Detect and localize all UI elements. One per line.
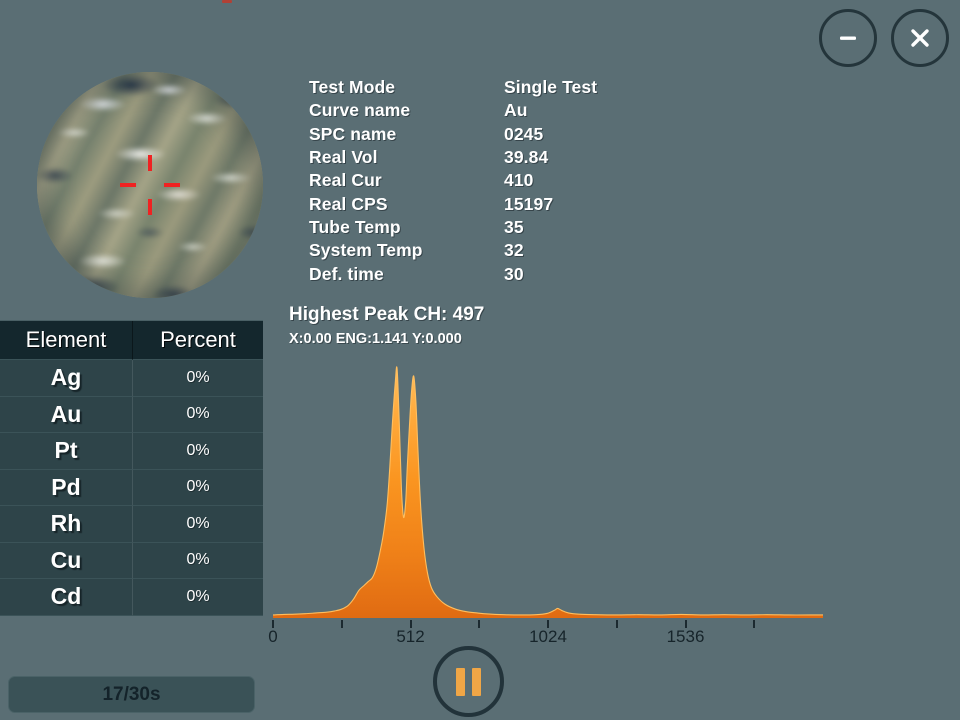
info-value-spc-name: 0245: [504, 123, 544, 144]
cell-element: Cu: [0, 542, 133, 579]
camera-image: [37, 72, 263, 298]
info-label-tube-temp: Tube Temp: [309, 216, 401, 237]
info-label-real-cps: Real CPS: [309, 193, 388, 214]
info-label-real-vol: Real Vol: [309, 147, 378, 168]
window-controls: [819, 9, 949, 67]
cell-element: Pt: [0, 433, 133, 470]
cell-percent: 0%: [133, 433, 263, 470]
pause-icon-bar-left: [456, 667, 465, 696]
info-value-def-time: 30: [504, 263, 524, 284]
column-header-element: Element: [0, 321, 133, 360]
info-row: SPC name 0245: [309, 123, 639, 146]
table-row[interactable]: Ag 0%: [0, 360, 263, 397]
cell-element: Cd: [0, 579, 133, 616]
info-label-test-mode: Test Mode: [309, 77, 396, 98]
cell-percent: 0%: [133, 360, 263, 397]
x-axis-label: 512: [396, 627, 425, 646]
cell-element: Rh: [0, 506, 133, 543]
clipped-top-marker: [222, 0, 232, 3]
cell-percent: 0%: [133, 469, 263, 506]
highest-peak-label: Highest Peak CH: 497: [289, 304, 485, 325]
table-row[interactable]: Pt 0%: [0, 433, 263, 470]
info-value-system-temp: 32: [504, 240, 524, 261]
info-value-real-cps: 15197: [504, 193, 554, 214]
x-axis-tick: [753, 620, 756, 628]
test-timer-button[interactable]: 17/30s: [8, 676, 255, 713]
info-label-curve-name: Curve name: [309, 100, 411, 121]
info-value-real-cur: 410: [504, 170, 534, 191]
info-label-system-temp: System Temp: [309, 240, 423, 261]
measurement-info-panel: Test Mode Single Test Curve name Au SPC …: [309, 76, 639, 286]
table-row[interactable]: Cd 0%: [0, 579, 263, 616]
table-body: Ag 0% Au 0% Pt 0% Pd 0% Rh 0% Cu 0%: [0, 360, 263, 616]
x-axis-label: 0: [268, 627, 278, 646]
table-row[interactable]: Pd 0%: [0, 469, 263, 506]
info-row: Real Vol 39.84: [309, 146, 639, 169]
camera-vignette: [37, 72, 263, 298]
info-value-curve-name: Au: [504, 100, 528, 121]
info-row: Tube Temp 35: [309, 216, 639, 239]
cell-element: Ag: [0, 360, 133, 397]
info-row: Test Mode Single Test: [309, 76, 639, 99]
table-row[interactable]: Cu 0%: [0, 542, 263, 579]
x-axis-tick: [478, 620, 481, 628]
close-button[interactable]: [891, 9, 949, 67]
cursor-readout-label: X:0.00 ENG:1.141 Y:0.000: [289, 331, 462, 347]
x-axis-tick: [684, 620, 687, 628]
table-header-row: Element Percent: [0, 321, 263, 360]
x-axis-label: 1536: [666, 627, 705, 646]
info-label-real-cur: Real Cur: [309, 170, 382, 191]
pause-button[interactable]: [433, 646, 504, 717]
element-results-table: Element Percent Ag 0% Au 0% Pt 0% Pd 0% …: [0, 320, 263, 616]
minimize-button[interactable]: [819, 9, 877, 67]
info-row: Real Cur 410: [309, 169, 639, 192]
x-axis-tick: [547, 620, 549, 628]
info-label-def-time: Def. time: [309, 263, 384, 284]
table-row[interactable]: Rh 0%: [0, 506, 263, 543]
test-timer-label: 17/30s: [102, 683, 161, 705]
info-row: System Temp 32: [309, 239, 639, 262]
info-value-tube-temp: 35: [504, 216, 524, 237]
info-row: Def. time 30: [309, 262, 639, 285]
info-value-test-mode: Single Test: [504, 77, 598, 98]
info-label-spc-name: SPC name: [309, 123, 397, 144]
x-axis-tick: [409, 620, 412, 628]
cell-percent: 0%: [133, 579, 263, 616]
x-axis-tick: [272, 620, 274, 628]
cell-percent: 0%: [133, 396, 263, 433]
info-value-real-vol: 39.84: [504, 147, 549, 168]
pause-icon-bar-right: [472, 667, 481, 696]
spectrum-chart[interactable]: [265, 352, 840, 620]
column-header-percent: Percent: [133, 321, 263, 360]
x-axis-label: 1024: [529, 627, 567, 646]
cell-element: Pd: [0, 469, 133, 506]
info-row: Curve name Au: [309, 99, 639, 122]
spectrum-x-axis: 0 512 1024 1536: [265, 620, 840, 646]
sample-camera-view[interactable]: [37, 72, 263, 298]
table-row[interactable]: Au 0%: [0, 396, 263, 433]
info-row: Real CPS 15197: [309, 192, 639, 215]
x-axis-tick: [615, 620, 618, 628]
x-axis-tick: [340, 620, 343, 628]
cell-percent: 0%: [133, 506, 263, 543]
cell-element: Au: [0, 396, 133, 433]
cell-percent: 0%: [133, 542, 263, 579]
